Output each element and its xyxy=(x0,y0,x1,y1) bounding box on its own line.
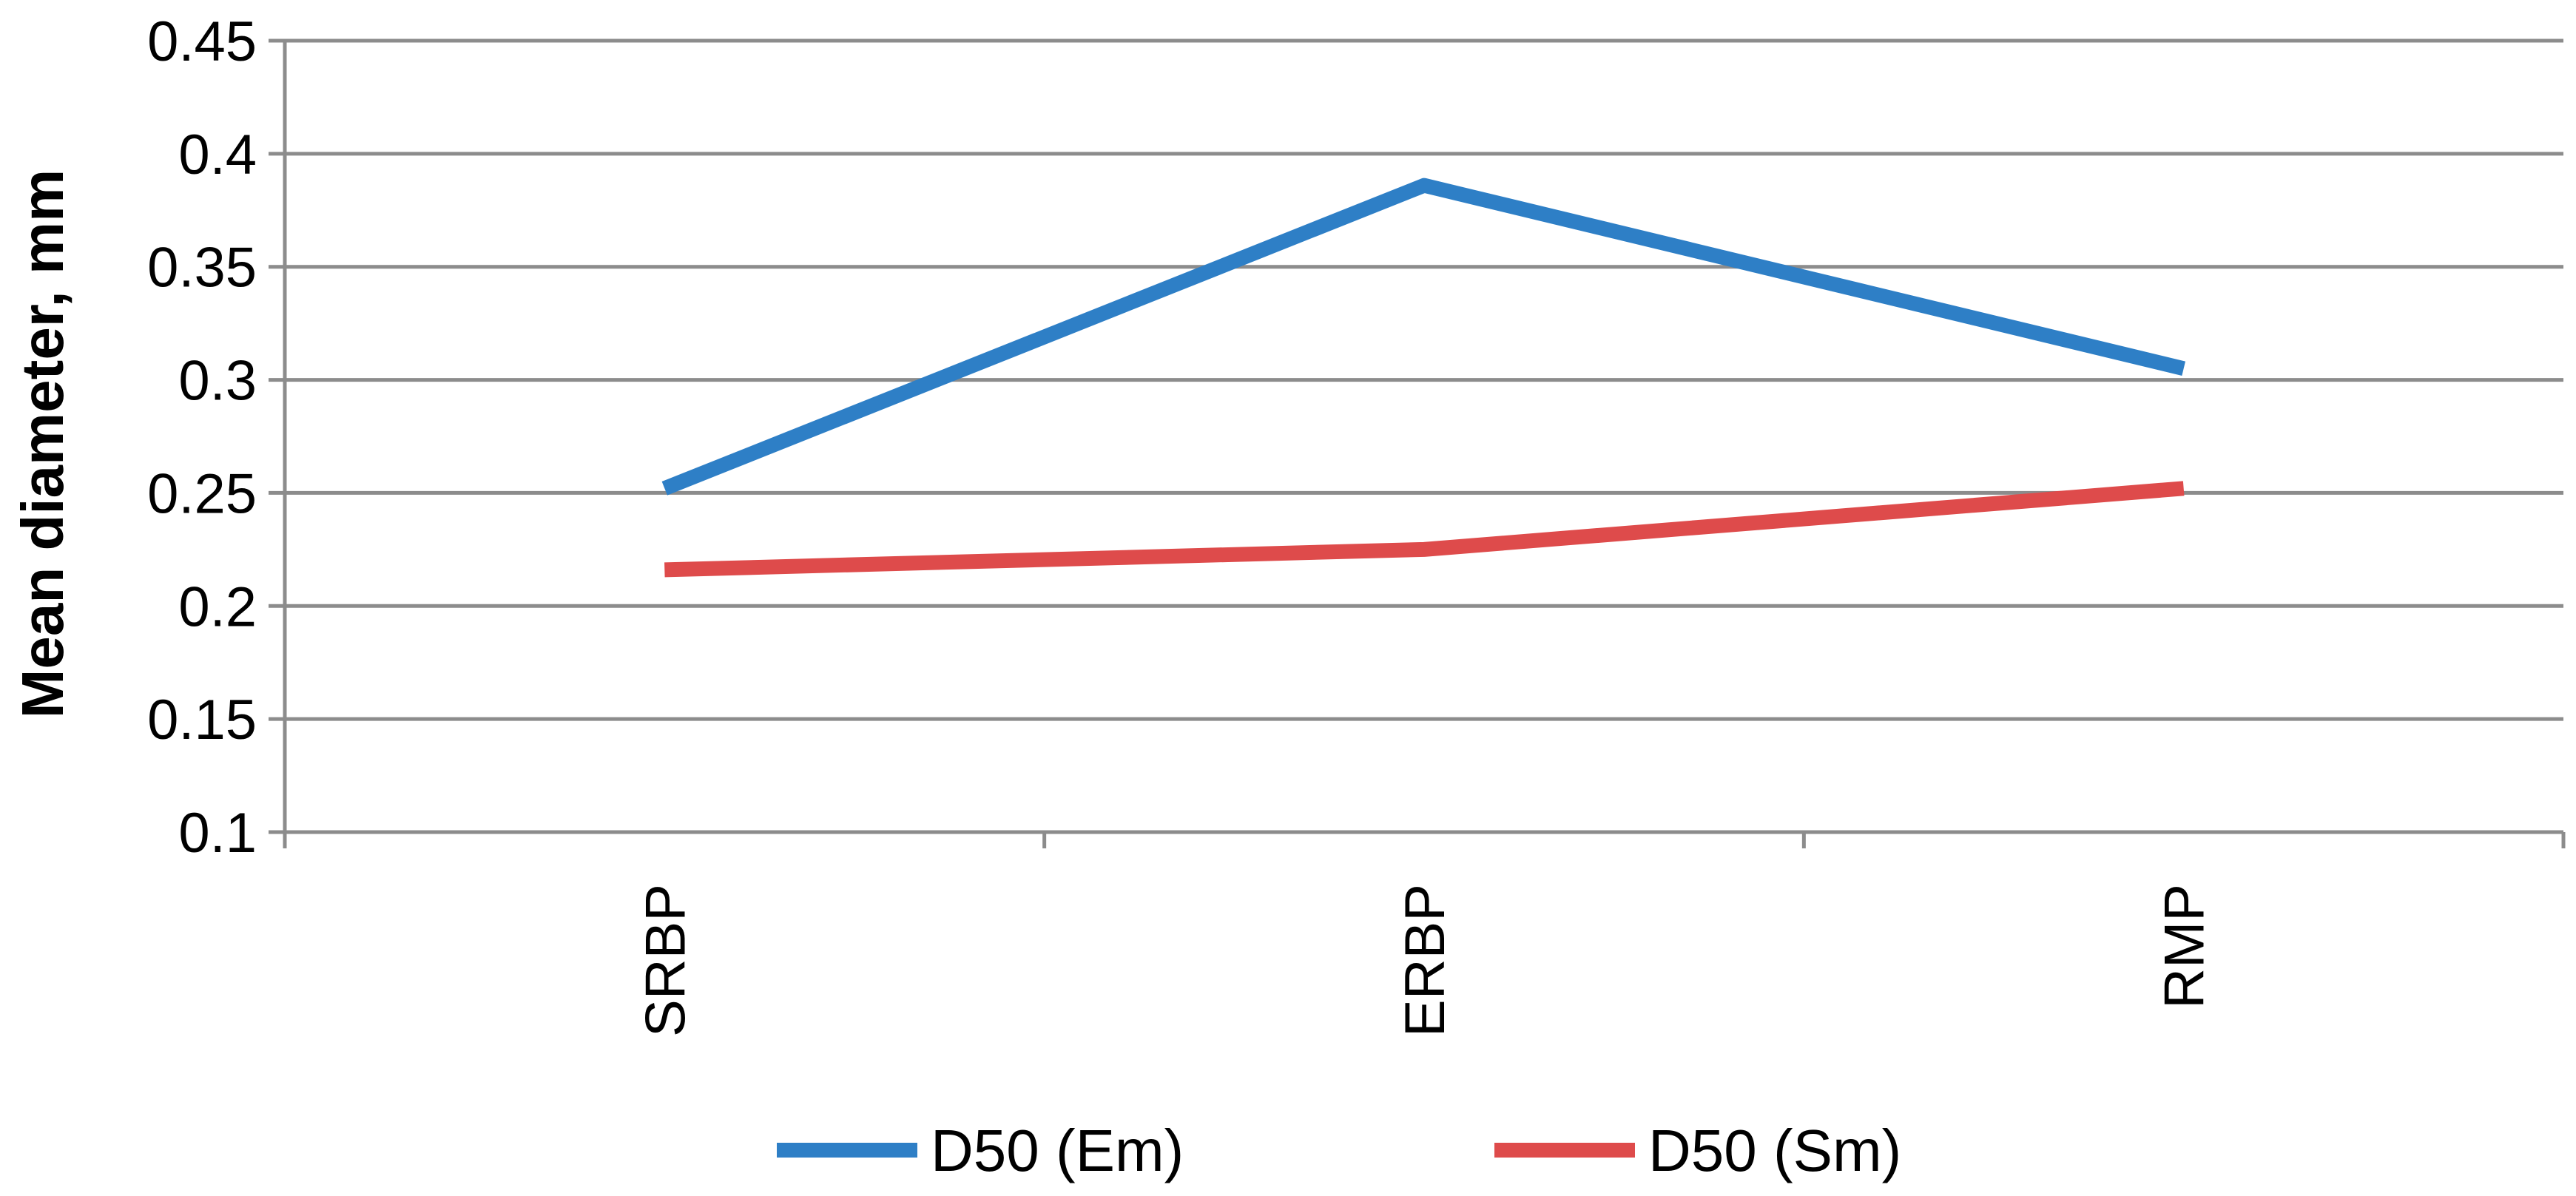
y-tick-label: 0.45 xyxy=(147,10,257,73)
x-tick-labels: SRBP ERBP RMP xyxy=(634,884,2216,1037)
y-tick-label: 0.15 xyxy=(147,689,257,751)
y-tick-label: 0.35 xyxy=(147,237,257,300)
y-tick-label: 0.2 xyxy=(178,575,257,638)
y-axis-title: Mean diameter, mm xyxy=(10,169,75,719)
legend-label: D50 (Em) xyxy=(931,1118,1184,1183)
x-tick-label: RMP xyxy=(2154,884,2216,1009)
y-tick-labels: 0.1 0.15 0.2 0.25 0.3 0.35 0.4 0.45 xyxy=(147,10,257,865)
legend: D50 (Em) D50 (Sm) xyxy=(777,1118,1901,1183)
series-line xyxy=(661,178,2186,496)
series-line xyxy=(664,481,2185,578)
y-tick-label: 0.25 xyxy=(147,462,257,525)
legend-label: D50 (Sm) xyxy=(1648,1118,1901,1183)
x-tick-label: ERBP xyxy=(1394,884,1457,1037)
y-tick-label: 0.1 xyxy=(178,802,257,865)
gridlines xyxy=(269,38,2563,834)
y-tick-label: 0.3 xyxy=(178,350,257,413)
series-lines xyxy=(661,178,2186,578)
y-tick-label: 0.4 xyxy=(178,124,257,186)
axes xyxy=(283,41,2566,848)
x-tick-label: SRBP xyxy=(634,884,697,1037)
